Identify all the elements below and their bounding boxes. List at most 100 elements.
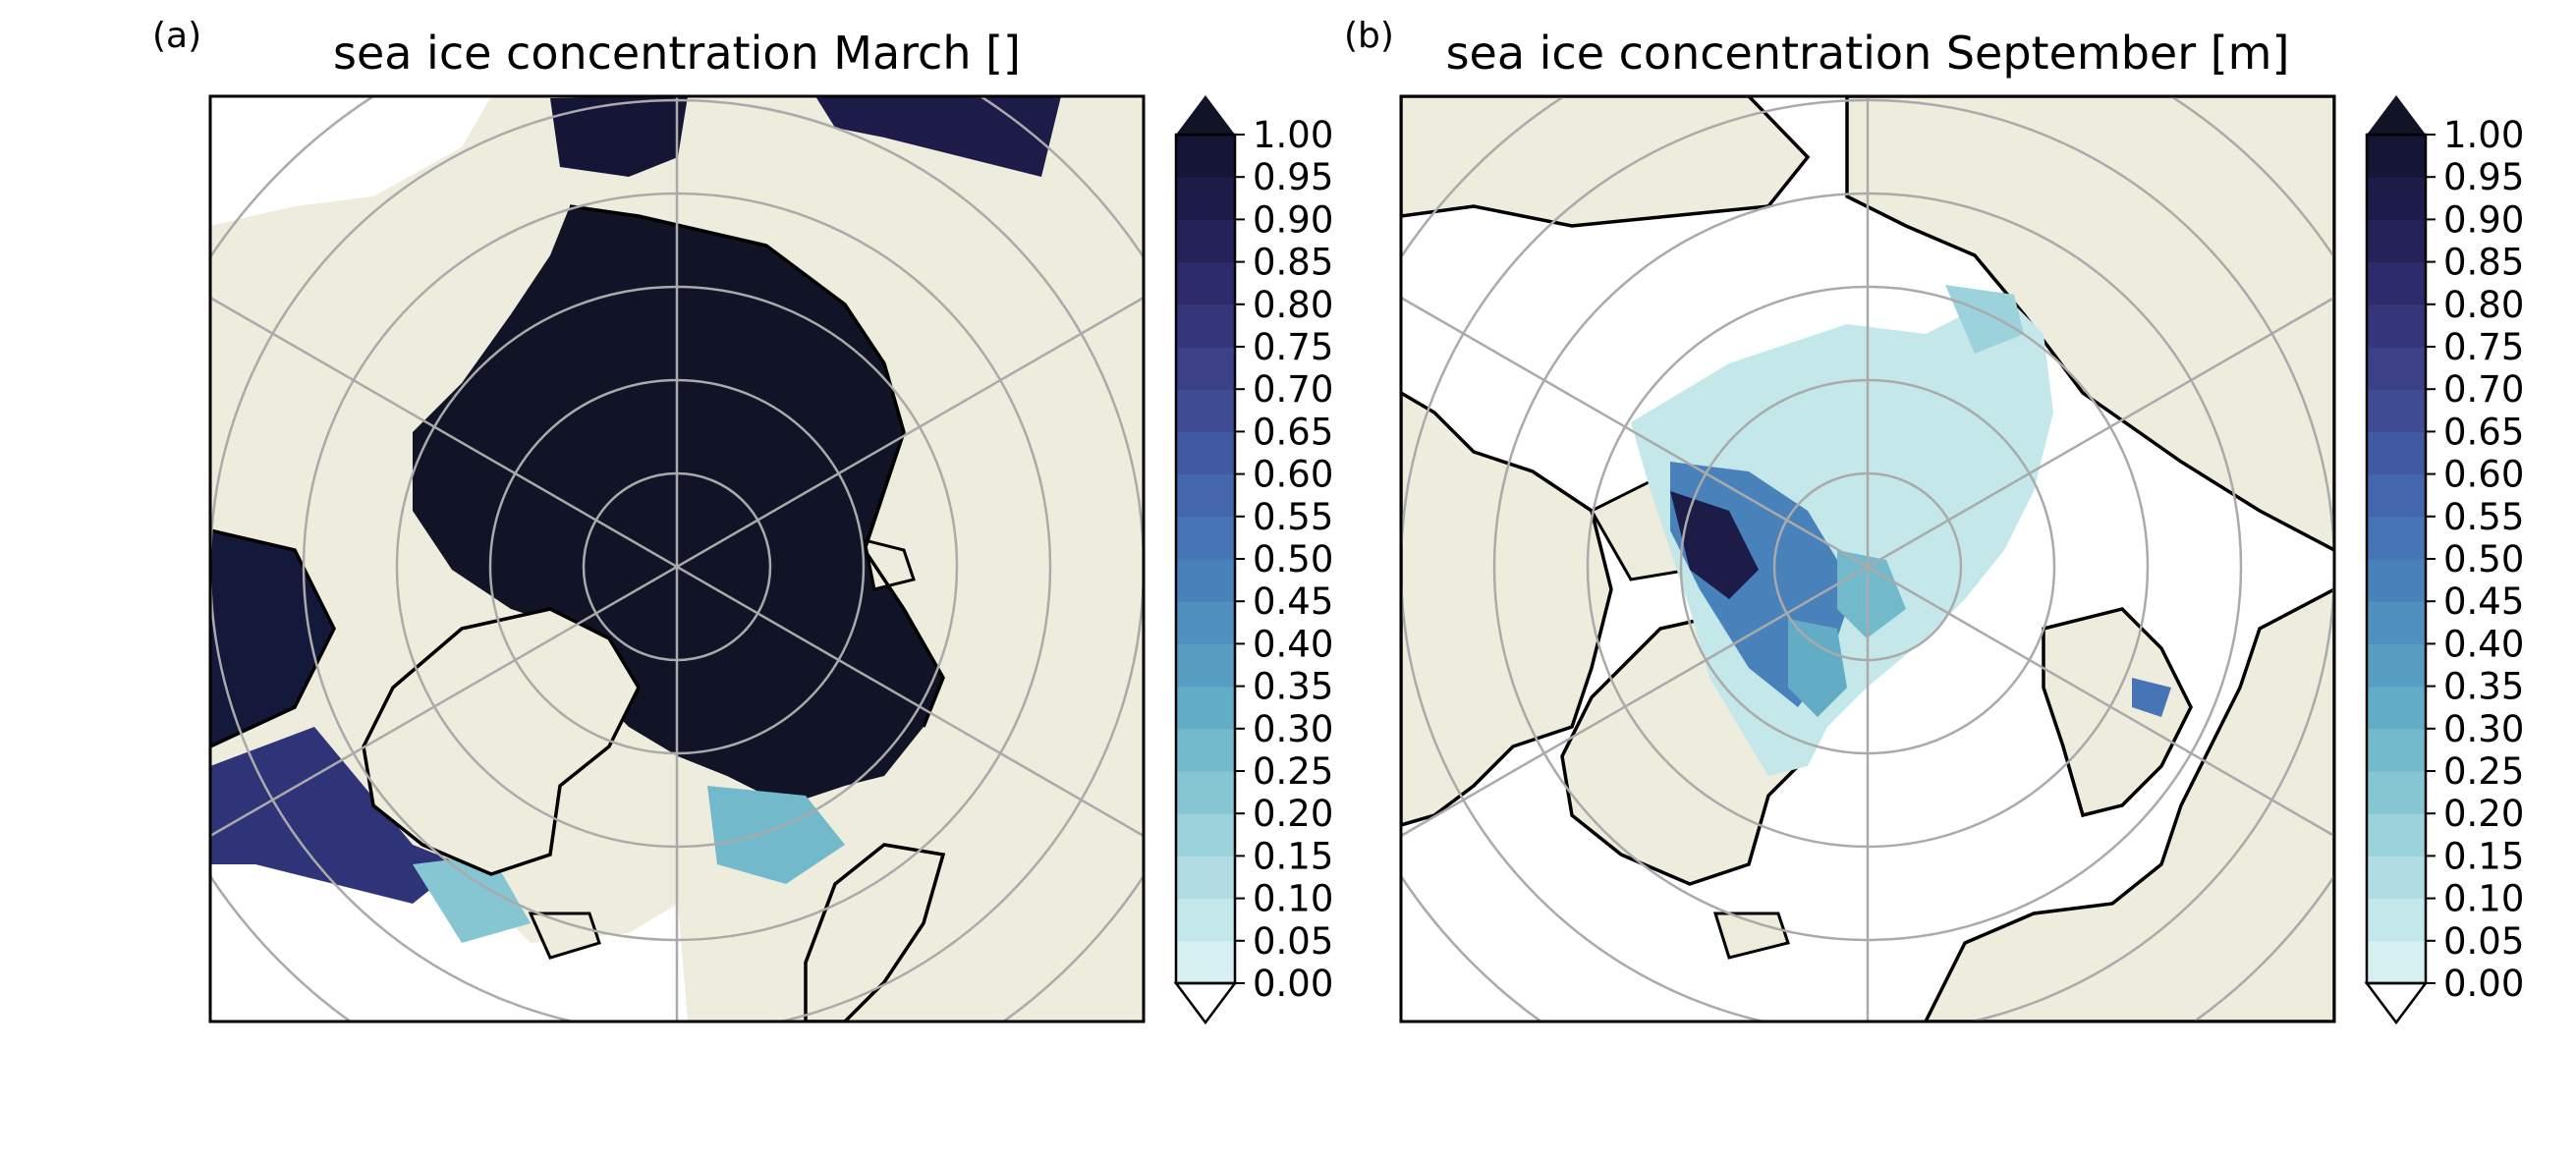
colorbar-segment <box>1176 559 1235 602</box>
colorbar-tick-label: 0.25 <box>1253 750 1333 793</box>
colorbar-segment <box>2367 940 2426 984</box>
colorbar-tick-label: 0.30 <box>2443 708 2524 750</box>
colorbar-segment <box>1176 686 1235 730</box>
colorbar-tick-label: 0.60 <box>2443 454 2524 496</box>
coastline <box>569 204 945 728</box>
colorbar-tick-label: 0.55 <box>1253 496 1333 538</box>
colorbar-tick-label: 0.60 <box>1253 454 1333 496</box>
colorbar-tick-label: 0.05 <box>1253 920 1333 963</box>
colorbar-segment <box>2367 177 2426 220</box>
colorbar-segment <box>1176 856 1235 900</box>
colorbar-segment <box>1176 219 1235 263</box>
colorbar-tick-label: 0.00 <box>1253 963 1333 1005</box>
colorbar: 1.000.950.900.850.800.750.700.650.600.55… <box>2364 95 2524 1025</box>
colorbar-segment <box>2367 559 2426 602</box>
colorbar-tick-label: 0.95 <box>1253 156 1333 198</box>
colorbar-segment <box>1176 940 1235 984</box>
colorbar-segment <box>2367 219 2426 263</box>
map-area <box>1401 96 2334 1022</box>
colorbar-extend-min <box>1173 981 1238 1025</box>
colorbar-segment <box>2367 135 2426 178</box>
colorbar-tick-label: 0.90 <box>1253 198 1333 241</box>
map-frame <box>1399 94 2336 1023</box>
colorbar-segment <box>2367 431 2426 475</box>
colorbar-tick-label: 0.70 <box>2443 368 2524 411</box>
colorbar-tick-label: 0.45 <box>1253 580 1333 623</box>
colorbar-tick-label: 0.15 <box>2443 835 2524 877</box>
colorbar-tick-label: 0.90 <box>2443 198 2524 241</box>
colorbar-segment <box>1176 135 1235 178</box>
map-area <box>210 96 1144 1022</box>
colorbar-segment <box>2367 813 2426 856</box>
colorbar-tick-label: 0.20 <box>2443 793 2524 835</box>
colorbar-tick-label: 0.95 <box>2443 156 2524 198</box>
colorbar-tick-label: 0.80 <box>1253 284 1333 326</box>
colorbar-tick-label: 0.15 <box>1253 835 1333 877</box>
panel-b: (b) sea ice concentration September [m] <box>1344 16 2524 1025</box>
colorbar-segment <box>2367 643 2426 688</box>
colorbar-tick-label: 0.50 <box>2443 538 2524 580</box>
colorbar-tick-label: 0.45 <box>2443 580 2524 623</box>
panel-label: (b) <box>1344 16 1394 56</box>
colorbar-segment <box>1176 347 1235 390</box>
colorbar-segment <box>1176 516 1235 560</box>
colorbar-tick-label: 0.25 <box>2443 750 2524 793</box>
colorbar-segment <box>1176 771 1235 814</box>
sea-ice-field <box>1631 285 2171 776</box>
colorbar-segment <box>2367 686 2426 730</box>
colorbar-tick-label: 0.10 <box>2443 878 2524 920</box>
colorbar-tick-label: 0.75 <box>1253 326 1333 368</box>
colorbar-segment <box>2367 771 2426 814</box>
map-title: sea ice concentration September [m] <box>1446 27 2290 80</box>
colorbar-tick-label: 0.50 <box>1253 538 1333 580</box>
colorbar-segment <box>2367 728 2426 772</box>
colorbar-tick-label: 1.00 <box>2443 114 2524 156</box>
colorbar-tick-label: 0.10 <box>1253 878 1333 920</box>
coastline <box>210 528 336 748</box>
colorbar-tick-label: 0.35 <box>1253 666 1333 708</box>
graticule <box>1401 96 2334 1022</box>
colorbar-segment <box>2367 601 2426 644</box>
colorbar-extend-min <box>2364 981 2429 1025</box>
colorbar-tick-label: 1.00 <box>1253 114 1333 156</box>
map-title: sea ice concentration March [] <box>333 27 1021 80</box>
colorbar-segment <box>1176 643 1235 688</box>
colorbar-segment <box>2367 389 2426 432</box>
colorbar-tick-label: 0.55 <box>2443 496 2524 538</box>
colorbar-tick-label: 0.65 <box>2443 411 2524 453</box>
colorbar-segment <box>1176 813 1235 856</box>
colorbar-tick-label: 0.85 <box>2443 242 2524 284</box>
colorbar-segment <box>1176 898 1235 942</box>
colorbar-tick-label: 0.80 <box>2443 284 2524 326</box>
colorbar-segment <box>1176 177 1235 220</box>
panel-a: (a) sea ice concentration March [] <box>152 16 1333 1025</box>
colorbar-segment <box>2367 856 2426 900</box>
map-frame <box>208 94 1146 1023</box>
colorbar-segment <box>1176 389 1235 432</box>
colorbar-segment <box>2367 473 2426 518</box>
colorbar-tick-label: 0.40 <box>1253 623 1333 665</box>
colorbar-segment <box>1176 601 1235 644</box>
colorbar-segment <box>1176 431 1235 475</box>
colorbar-segment <box>1176 473 1235 518</box>
colorbar-segment <box>2367 261 2426 305</box>
colorbar-tick-label: 0.65 <box>1253 411 1333 453</box>
colorbar-segment <box>2367 304 2426 348</box>
colorbar-tick-label: 0.20 <box>1253 793 1333 835</box>
colorbar-tick-label: 0.40 <box>2443 623 2524 665</box>
colorbar-tick-label: 0.85 <box>1253 242 1333 284</box>
colorbar-segment <box>1176 261 1235 305</box>
colorbar-tick-label: 0.75 <box>2443 326 2524 368</box>
colorbar-tick-label: 0.35 <box>2443 666 2524 708</box>
colorbar-tick-label: 0.70 <box>1253 368 1333 411</box>
colorbar-extend-max <box>2367 95 2426 135</box>
colorbar-segment <box>2367 347 2426 390</box>
colorbar-extend-max <box>1176 95 1235 135</box>
panel-label: (a) <box>152 16 201 56</box>
colorbar-segment <box>1176 304 1235 348</box>
colorbar-segment <box>2367 516 2426 560</box>
graticule <box>210 96 1144 1022</box>
colorbar-tick-label: 0.00 <box>2443 963 2524 1005</box>
colorbar-segment <box>2367 898 2426 942</box>
